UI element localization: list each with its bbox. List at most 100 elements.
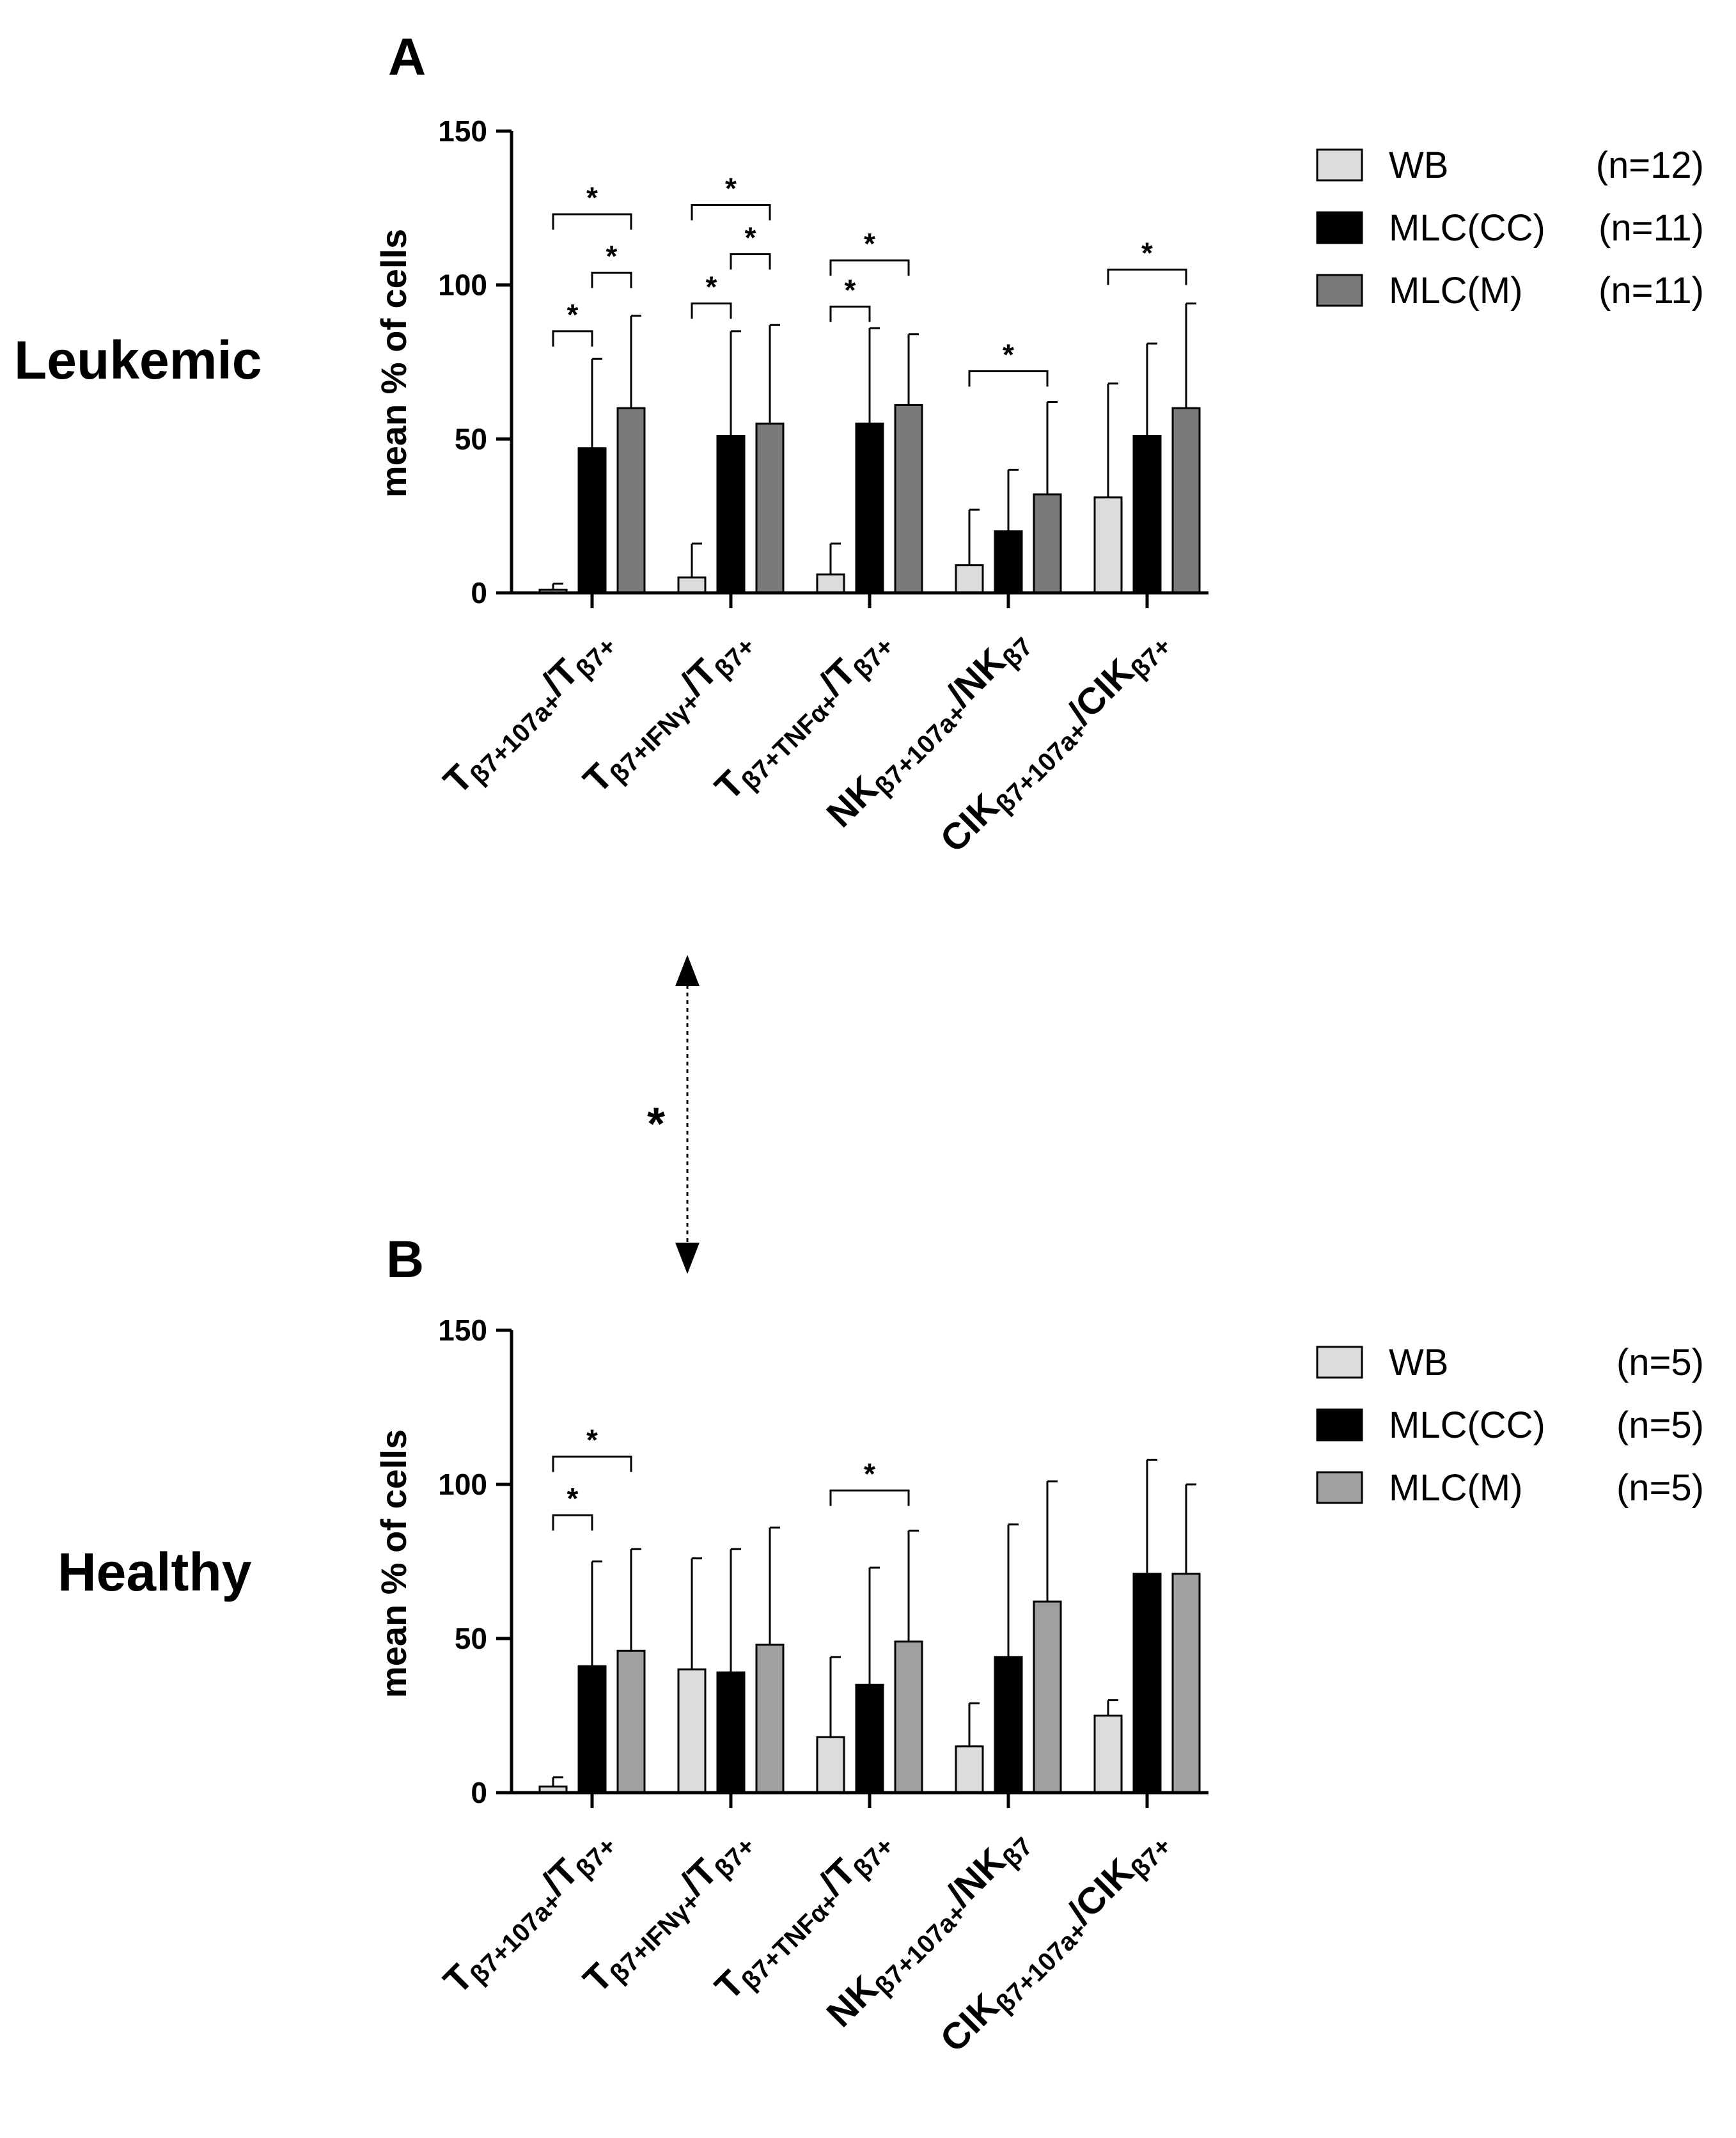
bar-wb-3 [955,564,984,594]
panel-b-y-ticks: 0 50 100 150 [438,1314,512,1809]
x-label-sub: β7+TNFα+ [736,688,845,796]
y-tick-label: 100 [438,269,487,302]
significance-star: * [845,273,856,306]
significance-bracket [552,1514,593,1531]
legend-swatch-wb [1316,1346,1363,1379]
panel-a-legend: WB (n=12) MLC(CC) (n=11) MLC(M) (n=11) [1316,145,1704,311]
bar-wb-4 [1093,496,1123,594]
x-label-sub: β7+IFNγ+ [604,688,705,789]
panel-a-x-ticks [590,593,1149,608]
significance-star: * [706,271,717,304]
bar-mlcm-3 [1033,493,1062,594]
panel-a-y-axis-title: mean % of cells [373,229,414,498]
y-tick-label: 50 [455,1622,487,1655]
group-label-healthy: Healthy [58,1542,252,1602]
bar-mlccc-1 [716,435,746,594]
y-tick-label: 100 [438,1468,487,1501]
bar-mlcm-3 [1033,1600,1062,1794]
significance-star: * [606,239,618,272]
significance-bracket [968,370,1049,387]
panel-a-x-labels: Tβ7+107a+/Tβ7+Tβ7+IFNγ+/Tβ7+Tβ7+TNFα+/Tβ… [435,633,1177,861]
bar-mlccc-3 [994,530,1023,594]
significance-bracket [591,271,632,288]
legend-swatch-mlccc [1316,1408,1363,1442]
significance-star: * [1141,237,1153,270]
bar-mlcm-2 [894,1640,923,1794]
bar-wb-3 [955,1745,984,1794]
significance-bracket [552,330,593,347]
bar-mlcm-0 [616,1649,646,1794]
bar-mlccc-3 [994,1656,1023,1794]
significance-bracket [829,259,910,276]
legend-swatch-mlcm [1316,1471,1363,1504]
between-panels-comparison: * [647,955,700,1274]
bar-wb-1 [677,1668,707,1794]
significance-star: * [864,227,875,260]
significance-star: * [725,172,737,205]
significance-star: * [586,181,598,214]
legend-series-name: MLC(CC) [1389,1404,1545,1446]
x-label-sub: β7+IFNγ+ [604,1887,705,1988]
x-label-sub: β7+107a+ [870,1898,972,2000]
panel-a-errorbars [552,303,1196,590]
significance-bracket [1107,269,1187,285]
bar-wb-4 [1093,1715,1123,1794]
significance-star: * [567,1482,579,1515]
panel-a-significance: ********** [552,172,1187,387]
bar-mlccc-4 [1132,435,1162,594]
legend-swatch-mlcm [1316,274,1363,307]
panel-a-y-ticks: 0 50 100 150 [438,114,512,609]
legend-sample-size: (n=11) [1599,270,1704,311]
y-tick-label: 0 [471,1776,487,1809]
legend-series-name: MLC(CC) [1389,207,1545,249]
x-label-sub: β7+TNFα+ [736,1887,845,1996]
between-panels-star: * [647,1099,665,1150]
bar-wb-1 [677,576,707,594]
significance-star: * [567,298,579,331]
bar-mlccc-0 [577,447,607,594]
panel-a-label: A [388,28,426,86]
x-label-sub: β7+107a+ [990,716,1093,819]
y-tick-label: 150 [438,1314,487,1347]
legend-series-name: MLC(M) [1389,1467,1522,1509]
bar-mlcm-4 [1171,1573,1201,1794]
significance-star: * [864,1458,875,1491]
significance-bracket [730,253,771,270]
significance-star: * [1003,338,1014,371]
panel-b-legend: WB (n=5) MLC(CC) (n=5) MLC(M) (n=5) [1316,1342,1704,1509]
panel-b-x-labels: Tβ7+107a+/Tβ7+Tβ7+IFNγ+/Tβ7+Tβ7+TNFα+/Tβ… [435,1832,1177,2061]
bar-mlcm-1 [755,1644,785,1794]
bar-wb-2 [816,1736,845,1794]
significance-bracket [829,1490,910,1506]
panel-b-y-axis-title: mean % of cells [373,1429,414,1698]
y-tick-label: 150 [438,114,487,148]
group-label-leukemic: Leukemic [14,330,262,390]
legend-series-name: WB [1389,145,1448,186]
bar-mlcm-0 [616,407,646,594]
panel-b-x-ticks [590,1793,1149,1808]
bar-mlcm-2 [894,404,923,594]
significance-star: * [745,221,756,255]
arrow-up-head [675,955,700,986]
legend-sample-size: (n=5) [1616,1342,1704,1383]
significance-star: * [586,1424,598,1457]
y-tick-label: 50 [455,422,487,455]
x-label-sub: β7+107a+ [465,1887,567,1990]
bar-mlccc-4 [1132,1573,1162,1794]
significance-bracket [691,204,771,221]
legend-sample-size: (n=12) [1596,145,1704,186]
legend-swatch-mlccc [1316,211,1363,244]
significance-bracket [691,303,732,319]
panel-b-label: B [386,1230,424,1289]
bar-mlcm-4 [1171,407,1201,594]
y-tick-label: 0 [471,576,487,609]
legend-sample-size: (n=5) [1616,1467,1704,1509]
legend-swatch-wb [1316,148,1363,182]
significance-bracket [552,1456,632,1472]
bar-mlccc-1 [716,1671,746,1794]
panel-b-errorbars [552,1458,1196,1787]
x-label-sub: β7+107a+ [870,698,972,801]
